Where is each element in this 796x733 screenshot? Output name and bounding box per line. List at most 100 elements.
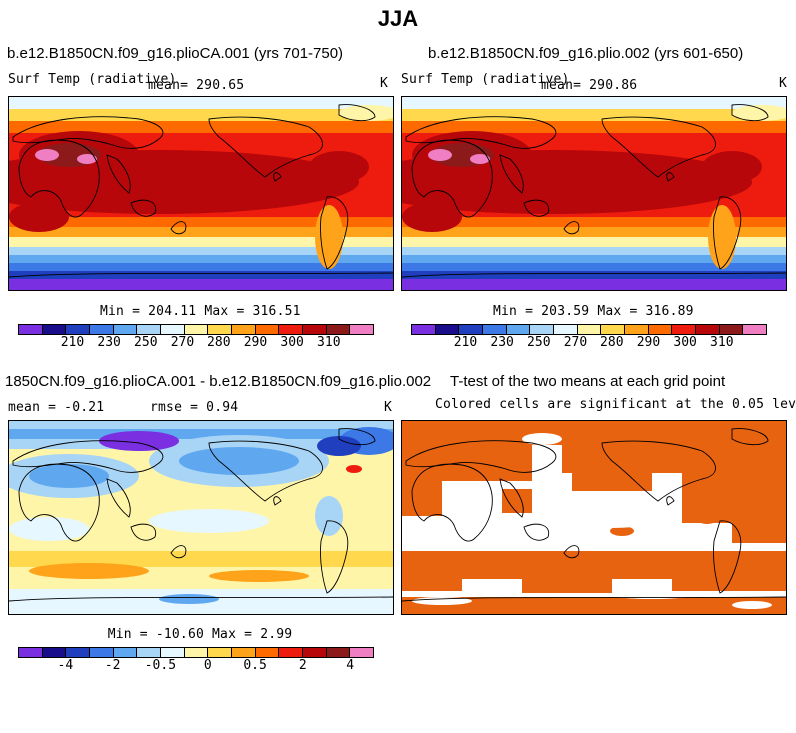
colorbar-swatch — [66, 648, 91, 657]
colorbar-swatch — [184, 325, 209, 334]
top-left-map — [8, 96, 394, 291]
bottom-right-title: T-test of the two means at each grid poi… — [450, 373, 726, 390]
top-left-colorbar-ticks: 210 230 250 270 280 290 300 310 — [18, 335, 374, 351]
colorbar-swatch — [255, 325, 280, 334]
colorbar-tick: 270 — [563, 335, 588, 350]
colorbar-swatch — [743, 325, 767, 334]
colorbar-swatch — [137, 325, 162, 334]
season-title: JJA — [377, 6, 419, 31]
colorbar-swatch — [208, 648, 233, 657]
colorbar-swatch — [672, 325, 697, 334]
colorbar-tick: 250 — [134, 335, 158, 350]
colorbar-swatch — [459, 325, 484, 334]
bottom-left-mean-label: mean = -0.21 — [8, 400, 105, 415]
colorbar-swatch — [161, 325, 185, 334]
top-left-case-title: b.e12.B1850CN.f09_g16.plioCA.001 (yrs 70… — [7, 45, 344, 62]
colorbar-tick: 290 — [636, 335, 661, 350]
top-right-colorbar-ticks: 210 230 250 270 280 290 300 310 — [411, 335, 767, 351]
colorbar-tick: 270 — [170, 335, 195, 350]
colorbar-tick: 250 — [527, 335, 551, 350]
colorbar-tick: 310 — [317, 335, 341, 350]
colorbar-swatch — [625, 325, 649, 334]
colorbar-swatch — [161, 648, 185, 657]
colorbar-swatch — [412, 325, 436, 334]
bottom-right-significance-field — [402, 421, 786, 614]
colorbar-tick: 210 — [60, 335, 85, 350]
colorbar-swatch — [232, 325, 256, 334]
colorbar-swatch — [326, 648, 351, 657]
colorbar-swatch — [696, 325, 720, 334]
bottom-left-colorbar — [18, 647, 374, 658]
colorbar-tick: -0.5 — [144, 658, 177, 673]
colorbar-tick: 2 — [298, 658, 307, 673]
colorbar-swatch — [601, 325, 626, 334]
bottom-left-units-label: K — [384, 400, 393, 415]
top-right-map — [401, 96, 787, 291]
bottom-left-case-title: 1850CN.f09_g16.plioCA.001 - b.e12.B1850C… — [5, 373, 432, 390]
colorbar-tick: -2 — [104, 658, 121, 673]
colorbar-swatch — [232, 648, 256, 657]
colorbar-swatch — [90, 648, 114, 657]
colorbar-swatch — [530, 325, 555, 334]
colorbar-swatch — [483, 325, 507, 334]
colorbar-swatch — [255, 648, 280, 657]
colorbar-swatch — [42, 648, 67, 657]
top-left-stats: Min = 204.11 Max = 316.51 — [100, 304, 301, 319]
colorbar-tick: 0 — [203, 658, 212, 673]
top-right-units-label: K — [779, 76, 788, 91]
colorbar-swatch — [42, 325, 67, 334]
colorbar-tick: 0.5 — [243, 658, 267, 673]
colorbar-tick: 230 — [97, 335, 121, 350]
top-right-colorbar — [411, 324, 767, 335]
colorbar-swatch — [137, 648, 162, 657]
colorbar-tick: 300 — [673, 335, 697, 350]
bottom-left-difference-field — [9, 421, 393, 614]
top-right-case-title: b.e12.B1850CN.f09_g16.plio.002 (yrs 601-… — [428, 45, 744, 62]
colorbar-tick: 280 — [600, 335, 624, 350]
top-right-stats: Min = 203.59 Max = 316.89 — [493, 304, 694, 319]
colorbar-swatch — [113, 325, 138, 334]
colorbar-swatch — [554, 325, 578, 334]
colorbar-swatch — [184, 648, 209, 657]
colorbar-swatch — [279, 325, 304, 334]
colorbar-tick: 4 — [346, 658, 355, 673]
bottom-left-colorbar-ticks: -4 -2 -0.5 0 0.5 2 4 — [18, 658, 374, 674]
colorbar-tick: 280 — [207, 335, 231, 350]
colorbar-tick: 300 — [280, 335, 304, 350]
colorbar-swatch — [350, 648, 374, 657]
bottom-right-map — [401, 420, 787, 615]
colorbar-swatch — [113, 648, 138, 657]
bottom-right-subtitle: Colored cells are significant at the 0.0… — [435, 397, 796, 412]
colorbar-tick: 230 — [490, 335, 514, 350]
colorbar-swatch — [303, 325, 327, 334]
top-left-temperature-field — [9, 97, 393, 290]
colorbar-swatch — [350, 325, 374, 334]
colorbar-tick: -4 — [57, 658, 74, 673]
colorbar-tick: 310 — [710, 335, 734, 350]
colorbar-swatch — [648, 325, 673, 334]
top-right-variable-label: Surf Temp (radiative) — [401, 72, 570, 87]
top-left-colorbar — [18, 324, 374, 335]
top-right-mean-label: mean= 290.86 — [541, 78, 638, 93]
bottom-left-stats: Min = -10.60 Max = 2.99 — [107, 627, 293, 642]
colorbar-swatch — [577, 325, 602, 334]
colorbar-swatch — [435, 325, 460, 334]
top-right-temperature-field — [402, 97, 786, 290]
colorbar-swatch — [719, 325, 744, 334]
bottom-left-map — [8, 420, 394, 615]
colorbar-swatch — [19, 325, 43, 334]
colorbar-tick: 290 — [243, 335, 268, 350]
colorbar-swatch — [208, 325, 233, 334]
colorbar-swatch — [90, 325, 114, 334]
top-left-variable-label: Surf Temp (radiative) — [8, 72, 177, 87]
bottom-left-rmse-label: rmse = 0.94 — [150, 400, 239, 415]
colorbar-swatch — [506, 325, 531, 334]
colorbar-swatch — [303, 648, 327, 657]
colorbar-swatch — [19, 648, 43, 657]
colorbar-swatch — [326, 325, 351, 334]
colorbar-tick: 210 — [453, 335, 478, 350]
top-left-units-label: K — [380, 76, 389, 91]
colorbar-swatch — [66, 325, 91, 334]
top-left-mean-label: mean= 290.65 — [148, 78, 245, 93]
colorbar-swatch — [279, 648, 304, 657]
